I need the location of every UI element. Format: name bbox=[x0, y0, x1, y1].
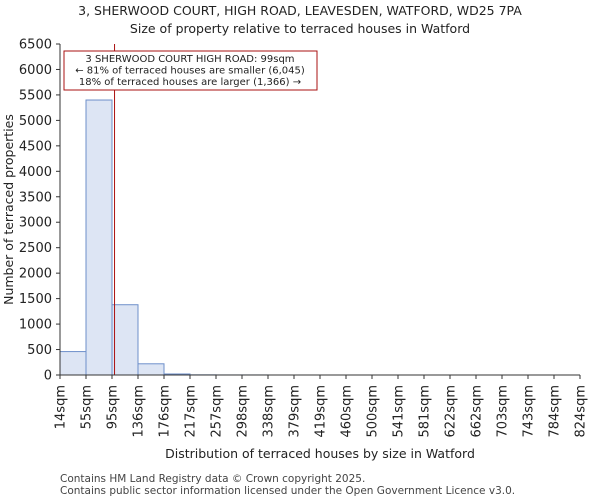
y-tick-label: 3000 bbox=[19, 216, 52, 231]
x-tick-label: 217sqm bbox=[184, 385, 199, 438]
y-tick-label: 2000 bbox=[19, 267, 52, 282]
y-tick-label: 2500 bbox=[19, 241, 52, 256]
x-tick-label: 703sqm bbox=[496, 385, 511, 438]
x-tick-label: 622sqm bbox=[444, 385, 459, 438]
x-tick-label: 500sqm bbox=[366, 385, 381, 438]
y-axis-label: Number of terraced properties bbox=[1, 114, 16, 305]
histogram-bar bbox=[59, 351, 87, 376]
footer-copyright: Contains HM Land Registry data © Crown c… bbox=[60, 473, 366, 485]
annotation-line-property: 3 SHERWOOD COURT HIGH ROAD: 99sqm bbox=[85, 54, 294, 65]
annotation-line-larger: 18% of terraced houses are larger (1,366… bbox=[79, 77, 301, 88]
x-tick-label: 824sqm bbox=[574, 385, 589, 438]
y-tick-label: 3500 bbox=[19, 190, 52, 205]
x-tick-label: 784sqm bbox=[548, 385, 563, 438]
x-tick-label: 136sqm bbox=[132, 385, 147, 438]
x-tick-label: 55sqm bbox=[80, 385, 95, 429]
x-tick-label: 541sqm bbox=[392, 385, 407, 438]
x-tick-label: 662sqm bbox=[470, 385, 485, 438]
chart-subtitle: Size of property relative to terraced ho… bbox=[129, 21, 471, 36]
y-tick-label: 4000 bbox=[19, 165, 52, 180]
y-tick-label: 6500 bbox=[19, 38, 52, 53]
x-tick-label: 460sqm bbox=[340, 385, 355, 438]
x-tick-label: 257sqm bbox=[210, 385, 225, 438]
x-tick-label: 379sqm bbox=[288, 385, 303, 438]
y-tick-label: 1500 bbox=[19, 292, 52, 307]
y-tick-label: 4500 bbox=[19, 139, 52, 154]
x-axis-label: Distribution of terraced houses by size … bbox=[165, 446, 475, 461]
x-tick-label: 743sqm bbox=[522, 385, 537, 438]
y-tick-label: 5500 bbox=[19, 88, 52, 103]
x-tick-label: 338sqm bbox=[262, 385, 277, 438]
x-tick-label: 581sqm bbox=[418, 385, 433, 438]
y-tick-label: 0 bbox=[44, 369, 52, 384]
y-tick-label: 500 bbox=[27, 343, 52, 358]
x-tick-label: 419sqm bbox=[314, 385, 329, 438]
histogram-bar bbox=[85, 99, 113, 376]
y-tick-label: 5000 bbox=[19, 114, 52, 129]
chart-title-address: 3, SHERWOOD COURT, HIGH ROAD, LEAVESDEN,… bbox=[78, 3, 522, 18]
histogram-bar bbox=[111, 304, 139, 376]
y-tick-label: 1000 bbox=[19, 318, 52, 333]
y-tick-label: 6000 bbox=[19, 63, 52, 78]
x-tick-label: 176sqm bbox=[158, 385, 173, 438]
annotation-box: 3 SHERWOOD COURT HIGH ROAD: 99sqm ← 81% … bbox=[63, 50, 318, 91]
footer-licence: Contains public sector information licen… bbox=[60, 485, 516, 497]
x-tick-label: 14sqm bbox=[54, 385, 69, 429]
annotation-line-smaller: ← 81% of terraced houses are smaller (6,… bbox=[75, 66, 305, 77]
histogram-bar bbox=[137, 363, 165, 376]
x-tick-label: 95sqm bbox=[106, 385, 121, 429]
x-tick-label: 298sqm bbox=[236, 385, 251, 438]
